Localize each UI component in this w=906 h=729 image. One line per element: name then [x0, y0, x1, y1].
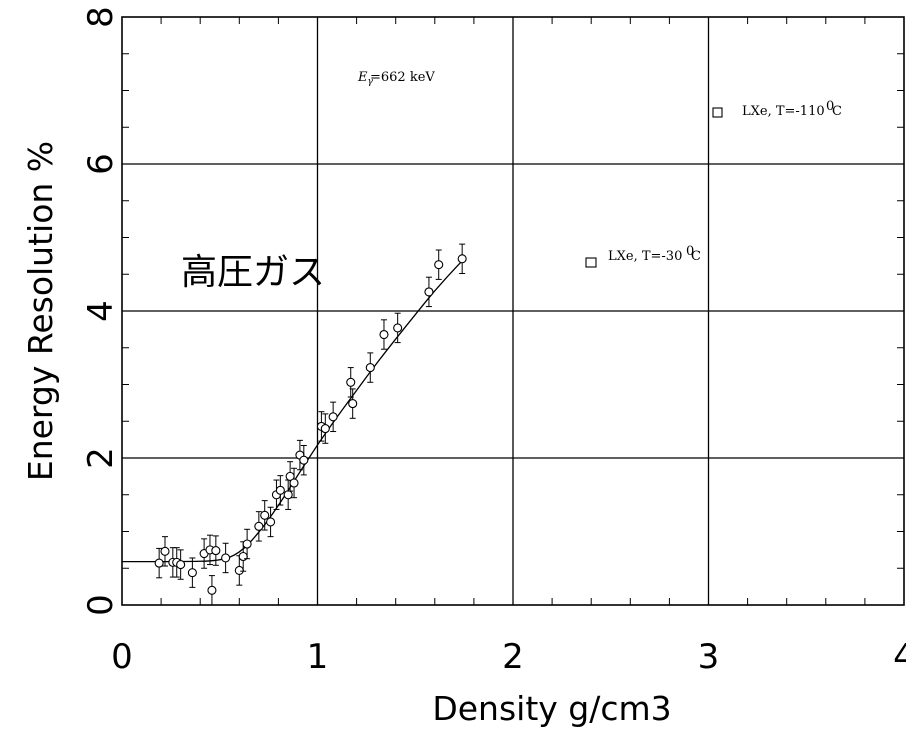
lxe-warm-marker — [585, 257, 597, 268]
data-marker — [221, 553, 231, 563]
data-marker — [328, 412, 338, 422]
plot-frame — [121, 16, 905, 606]
data-marker — [365, 363, 375, 373]
data-point — [346, 367, 356, 398]
data-point — [299, 445, 309, 476]
data-point — [283, 479, 293, 510]
x-tick-label: 0 — [111, 637, 133, 677]
svg-text:LXe, T=-110: LXe, T=-110 — [742, 104, 825, 119]
data-marker — [289, 478, 299, 488]
data-point — [457, 243, 467, 275]
data-marker — [160, 546, 170, 556]
y-tick-label: 4 — [81, 300, 121, 322]
data-point — [254, 511, 264, 542]
lxe-warm-annotation: LXe, T=-30 0 C — [585, 244, 701, 268]
data-point — [348, 388, 358, 419]
data-marker — [275, 485, 285, 495]
data-marker — [424, 287, 434, 297]
y-tick-label: 6 — [81, 153, 121, 175]
data-marker — [393, 323, 403, 333]
grid — [122, 17, 904, 605]
data-marker — [457, 254, 467, 264]
data-marker — [260, 510, 270, 520]
data-marker — [266, 517, 276, 527]
data-marker — [238, 551, 248, 562]
data-point — [289, 467, 299, 499]
x-axis-title: Density g/cm3 — [432, 689, 671, 728]
data-marker — [176, 560, 186, 570]
y-tick-label: 2 — [81, 447, 121, 469]
data-point — [379, 319, 389, 350]
data-point — [199, 538, 209, 569]
high-pressure-gas-label: 高圧ガス — [181, 252, 325, 293]
data-marker — [299, 455, 309, 465]
data-point — [211, 535, 221, 566]
svg-text:0: 0 — [826, 99, 834, 114]
svg-text:C: C — [691, 249, 701, 264]
lxe-cold-annotation: LXe, T=-110 0 C — [712, 99, 842, 119]
y-axis-title: Energy Resolution % — [21, 141, 60, 481]
data-point — [260, 500, 270, 531]
y-tick-labels: 0 2 4 6 8 — [81, 6, 121, 616]
data-points — [154, 243, 467, 606]
data-point — [176, 549, 186, 580]
data-marker — [254, 521, 264, 531]
data-point — [295, 439, 305, 471]
data-point — [424, 276, 434, 308]
data-point — [154, 547, 164, 579]
data-marker — [242, 539, 252, 549]
data-marker — [283, 490, 293, 500]
fit-curve — [122, 258, 465, 563]
y-tick-label: 8 — [81, 6, 121, 28]
data-marker — [346, 377, 356, 387]
data-point — [434, 249, 444, 280]
data-point — [187, 557, 197, 588]
data-marker — [211, 546, 221, 556]
data-point — [160, 536, 170, 567]
energy-annotation: Eγ =662 keV — [357, 70, 435, 87]
data-point — [242, 528, 252, 560]
y-tick-label: 0 — [81, 594, 121, 616]
data-point — [221, 542, 231, 574]
data-point — [365, 352, 375, 383]
lxe-cold-marker — [712, 107, 723, 118]
data-marker — [234, 565, 244, 576]
svg-text:LXe, T=-30: LXe, T=-30 — [608, 249, 682, 264]
data-marker — [320, 424, 330, 434]
x-tick-labels: 0 1 2 3 4 — [111, 637, 906, 677]
axis-ticks — [122, 17, 904, 605]
svg-text:=662 keV: =662 keV — [370, 70, 435, 85]
data-marker — [434, 260, 444, 270]
x-tick-label: 4 — [893, 637, 906, 677]
x-tick-label: 2 — [502, 637, 524, 677]
data-point — [207, 575, 217, 606]
svg-text:C: C — [832, 104, 842, 119]
data-marker — [207, 585, 217, 595]
data-point — [393, 312, 403, 344]
data-marker — [379, 329, 389, 340]
x-tick-label: 1 — [307, 637, 329, 677]
x-tick-label: 3 — [698, 637, 720, 677]
data-point — [328, 401, 338, 433]
data-point — [266, 506, 276, 538]
data-marker — [187, 568, 197, 578]
data-point — [285, 461, 295, 492]
data-point — [275, 475, 285, 506]
data-point — [320, 413, 330, 444]
svg-text:0: 0 — [686, 244, 694, 259]
data-marker — [154, 558, 164, 568]
data-marker — [348, 399, 358, 409]
